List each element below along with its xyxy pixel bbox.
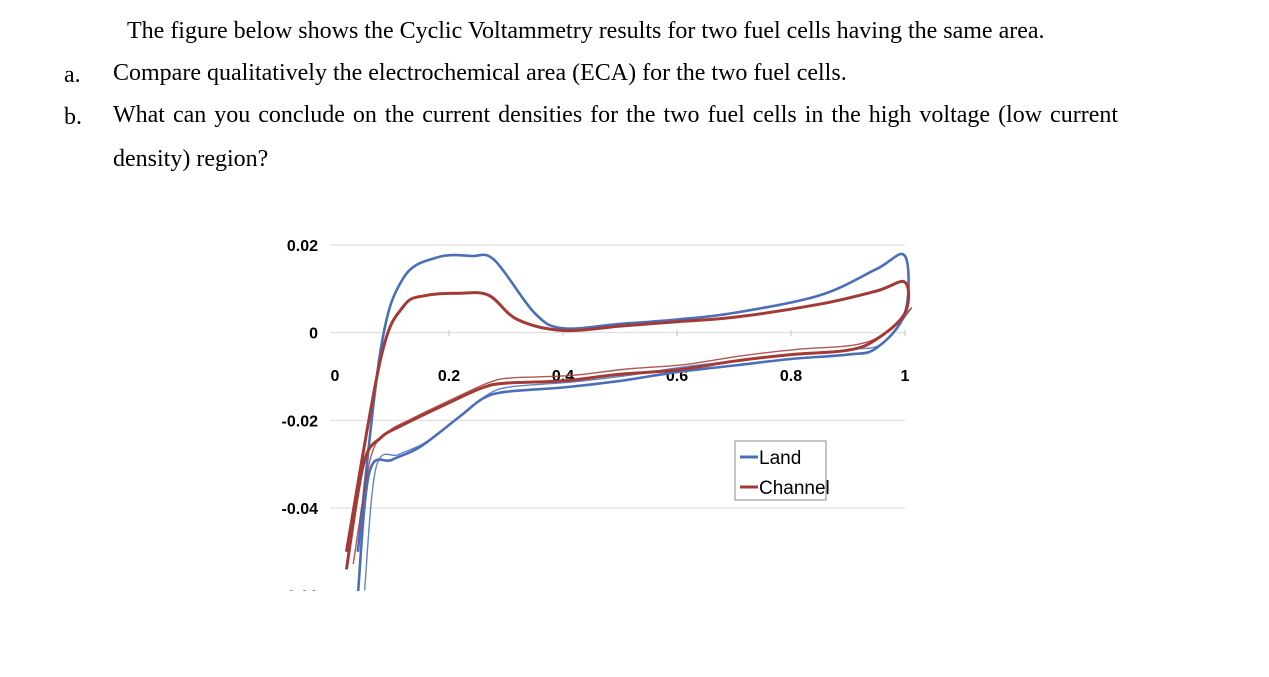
series-line-land — [356, 252, 910, 591]
chart-legend: Land Channel — [734, 440, 830, 501]
question-b-text-line2: density) region? — [113, 146, 269, 172]
y-tick-label-0: 0.02 — [287, 238, 318, 255]
x-tick-label-1: 0.2 — [438, 368, 460, 385]
chart-series-lines — [344, 252, 913, 591]
y-tick-label-2: -0.02 — [282, 413, 319, 430]
question-b-label: b. — [64, 104, 82, 130]
x-tick-label-0: 0 — [331, 368, 340, 385]
x-tick-label-5: 1 — [901, 368, 910, 385]
legend-label-land: Land — [759, 448, 801, 469]
x-axis-ticks: 0 0.2 0.4 0.6 0.8 1 — [331, 330, 910, 385]
question-a-label: a. — [64, 62, 81, 88]
y-tick-label-4: -0.06 — [282, 589, 319, 606]
question-a-text: Compare qualitatively the electrochemica… — [113, 60, 847, 86]
series-line-channel-second-scan — [352, 307, 913, 565]
y-axis-ticks: 0.02 0 -0.02 -0.04 -0.06 — [282, 238, 319, 606]
x-tick-label-4: 0.8 — [780, 368, 802, 385]
y-tick-label-3: -0.04 — [282, 501, 319, 518]
series-line-channel — [344, 279, 911, 570]
question-b-text-line1: What can you conclude on the current den… — [113, 102, 1119, 128]
chart-gridlines — [330, 244, 905, 509]
problem-intro: The figure below shows the Cyclic Voltam… — [127, 18, 1045, 44]
y-tick-label-1: 0 — [309, 326, 318, 343]
series-line-land-second-scan — [363, 307, 913, 591]
legend-box — [734, 440, 827, 501]
legend-label-channel: Channel — [759, 478, 830, 499]
